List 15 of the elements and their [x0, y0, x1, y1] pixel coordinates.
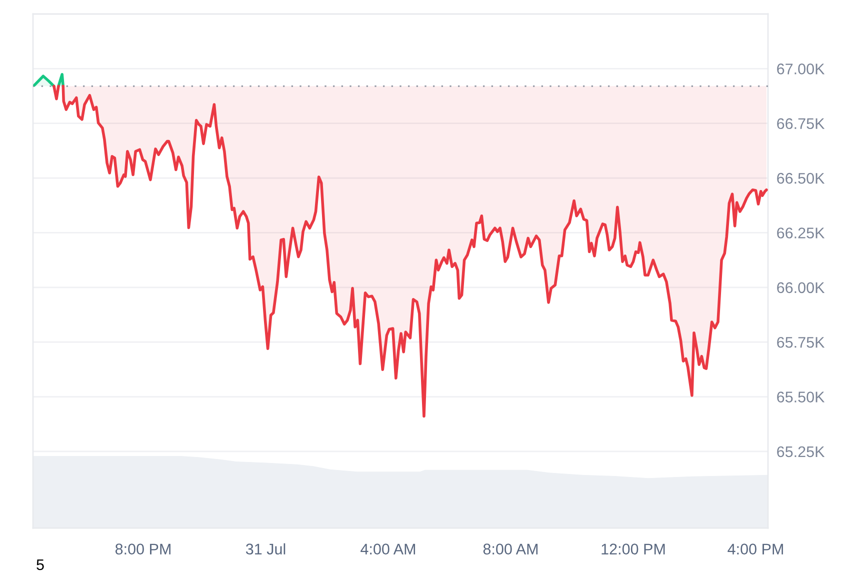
x-tick-label: 4:00 AM — [360, 544, 416, 554]
text: 5 — [36, 559, 44, 570]
y-tick-label: 67.00K — [777, 64, 825, 74]
y-tick-label: 65.25K — [777, 446, 825, 458]
x-tick-label: 8:00 PM — [115, 544, 170, 554]
x-tick-label: 12:00 PM — [602, 544, 665, 554]
y-tick-label: 65.50K — [777, 392, 825, 402]
y-tick-label: 66.00K — [777, 282, 825, 294]
y-tick-label: 66.50K — [777, 172, 825, 184]
x-tick-label: 4:00 PM — [728, 544, 783, 554]
x-tick-label: 31 Jul — [246, 543, 286, 554]
y-tick-label: 65.75K — [777, 336, 825, 348]
x-tick-label: 8:00 AM — [483, 544, 538, 554]
y-tick-label: 66.25K — [777, 228, 825, 238]
y-tick-label: 66.75K — [777, 118, 825, 130]
